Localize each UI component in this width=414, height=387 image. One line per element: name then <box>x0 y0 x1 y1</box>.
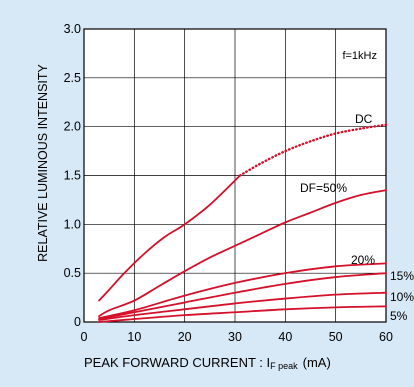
x-tick-label: 10 <box>127 330 141 344</box>
series-labels: DC DF=50% 20% 15% 10% 5% <box>300 112 414 323</box>
series-label-dc: DC <box>355 112 373 126</box>
series-line-5 <box>98 291 387 321</box>
series-label-20: 20% <box>351 253 375 267</box>
x-axis-label: PEAK FORWARD CURRENT : IF peak (mA) <box>84 355 331 371</box>
x-axis-label-main: PEAK FORWARD CURRENT : I <box>84 355 270 370</box>
y-tick-label: 2.0 <box>64 120 81 134</box>
y-axis-label: RELATIVE LUMINOUS INTENSITY <box>36 63 50 261</box>
series-line-1 <box>98 174 241 302</box>
y-tick-label: 0 <box>74 315 81 329</box>
x-tick-label: 60 <box>379 330 393 344</box>
y-tick-label: 2.5 <box>64 71 81 85</box>
x-axis-label-unit: (mA) <box>303 355 331 370</box>
series-label-15: 15% <box>390 269 414 283</box>
series-line-4 <box>98 272 387 320</box>
x-tick-label: 40 <box>278 330 292 344</box>
series-label-5: 5% <box>390 309 408 323</box>
series-line-6 <box>98 305 387 323</box>
x-tick-label: 30 <box>228 330 242 344</box>
axis-ticks: 0 10 20 30 40 50 60 0 0.5 1.0 1.5 2.0 2.5 3.0 <box>64 22 393 344</box>
x-tick-label: 20 <box>178 330 192 344</box>
x-axis-label-subscript: F peak <box>270 361 298 371</box>
series-label-10: 10% <box>390 290 414 304</box>
y-tick-label: 1.0 <box>64 217 81 231</box>
series-label-df50: DF=50% <box>300 181 347 195</box>
y-tick-label: 1.5 <box>64 169 81 183</box>
y-tick-label: 3.0 <box>64 22 81 36</box>
series-line-2 <box>98 189 387 318</box>
series-line-0 <box>238 123 388 177</box>
grid <box>84 29 386 322</box>
x-tick-label: 0 <box>81 330 88 344</box>
series-line-3 <box>98 262 387 319</box>
x-tick-label: 50 <box>329 330 343 344</box>
curves <box>98 123 388 323</box>
frequency-annotation: f=1kHz <box>342 50 377 62</box>
y-tick-label: 0.5 <box>64 266 81 280</box>
